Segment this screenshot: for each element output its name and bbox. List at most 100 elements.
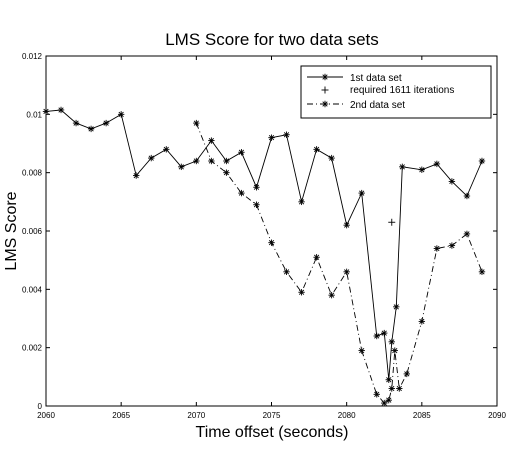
series-3-point	[396, 385, 403, 392]
star-stroke	[464, 193, 470, 199]
star-stroke	[253, 184, 260, 190]
series-3-point	[193, 119, 200, 127]
star-stroke	[392, 347, 398, 354]
star-stroke	[399, 164, 405, 170]
legend: 1st data set required 1611 iterations 2n…	[300, 65, 492, 119]
series-1-point	[223, 157, 230, 165]
series-1-point	[102, 119, 110, 127]
x-tick-label: 2085	[413, 411, 431, 420]
series-1-point	[358, 189, 365, 197]
star-stroke	[313, 254, 320, 260]
star-stroke	[449, 178, 455, 185]
series-1-point	[133, 172, 140, 179]
series-3-point	[388, 385, 395, 392]
star-stroke	[389, 385, 395, 392]
star-stroke	[238, 149, 245, 155]
star-stroke	[193, 120, 199, 126]
star-stroke	[434, 161, 440, 167]
star-stroke	[313, 146, 320, 152]
star-stroke	[268, 135, 275, 141]
star-stroke	[73, 120, 79, 126]
series-1-point	[478, 157, 486, 165]
series-3-point	[313, 254, 320, 261]
series-1-point	[343, 221, 350, 229]
star-stroke	[118, 111, 124, 117]
star-stroke	[283, 132, 290, 138]
y-tick-label: 0.012	[22, 52, 43, 61]
series-3-point	[238, 189, 245, 197]
star-stroke	[298, 289, 305, 295]
series-3-point	[283, 268, 290, 276]
series-1-point	[178, 163, 185, 171]
star-stroke	[253, 202, 260, 208]
series-1-point	[72, 119, 80, 127]
y-axis: 0 0.002 0.004 0.006 0.008 0.01 0.012	[22, 52, 497, 411]
y-tick-label: 0	[38, 402, 43, 411]
chart-title: LMS Score for two data sets	[165, 30, 379, 49]
star-stroke	[386, 397, 392, 403]
legend-plus-required-iterations	[321, 86, 329, 94]
star-stroke	[344, 222, 350, 228]
star-stroke	[393, 304, 399, 310]
star-stroke	[58, 107, 64, 113]
series-2	[388, 218, 396, 226]
star-stroke	[381, 400, 387, 406]
star-stroke	[344, 269, 350, 275]
star-stroke	[419, 318, 425, 325]
series-3-point	[463, 230, 471, 238]
star-stroke	[298, 199, 305, 205]
star-stroke	[396, 385, 402, 392]
star-stroke	[479, 158, 485, 164]
series-1	[42, 106, 486, 383]
star-stroke	[359, 190, 365, 196]
star-stroke	[133, 172, 139, 179]
star-stroke	[178, 164, 184, 170]
star-stroke	[386, 377, 392, 383]
series-1-point	[399, 163, 406, 171]
star-stroke	[329, 155, 335, 161]
star-stroke	[434, 245, 440, 252]
y-tick-label: 0.002	[22, 344, 43, 353]
series-1-point	[268, 134, 275, 141]
star-stroke	[374, 391, 380, 397]
y-tick-label: 0.006	[22, 227, 43, 236]
series-1-point	[463, 192, 471, 200]
series-1-point	[298, 198, 305, 206]
star-stroke	[359, 347, 365, 354]
series-3-point	[381, 399, 388, 407]
series-1-point	[42, 108, 50, 115]
star-stroke	[223, 158, 230, 164]
star-stroke	[283, 269, 290, 275]
legend-label-1st-data-set: 1st data set	[350, 73, 402, 84]
series-1-point	[87, 125, 95, 133]
x-tick-label: 2060	[37, 411, 55, 420]
star-stroke	[163, 146, 169, 152]
series-1-point	[253, 184, 260, 191]
series-layer	[42, 106, 486, 407]
y-tick-label: 0.008	[22, 169, 43, 178]
star-stroke	[381, 330, 387, 336]
star-stroke	[389, 339, 395, 345]
star-stroke	[404, 371, 410, 377]
y-axis-label: LMS Score	[3, 191, 20, 270]
series-3-point	[253, 201, 260, 208]
series-3-point	[358, 347, 365, 354]
series-1-point	[193, 157, 200, 165]
y-tick-label: 0.01	[26, 110, 42, 119]
x-tick-label: 2065	[112, 411, 130, 420]
legend-marker-1st-data-set	[321, 73, 329, 81]
star-stroke	[208, 158, 214, 164]
star-stroke	[193, 158, 199, 164]
x-axis-label: Time offset (seconds)	[196, 424, 349, 441]
series-3-point	[403, 370, 410, 378]
series-1-point	[433, 160, 441, 168]
series-1-point	[283, 131, 290, 138]
legend-box	[300, 65, 492, 119]
x-axis: 2060 2065 2070 2075 2080 2085 2090	[37, 56, 506, 420]
star-stroke	[43, 108, 49, 115]
legend-label-required-iterations: required 1611 iterations	[350, 85, 454, 96]
y-tick-label: 0.004	[22, 285, 43, 294]
series-3-point	[328, 291, 335, 299]
series-3-point	[223, 169, 230, 176]
